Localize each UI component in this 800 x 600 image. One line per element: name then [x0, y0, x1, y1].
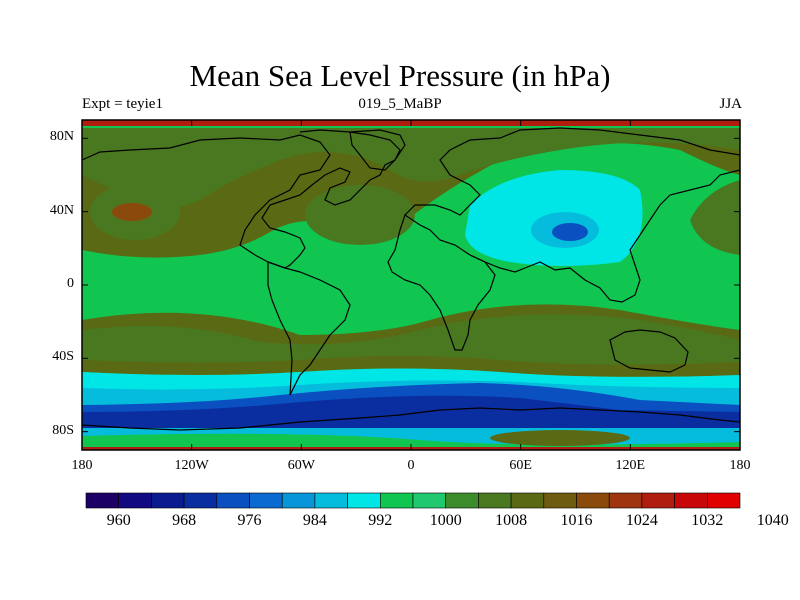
colorbar-swatch: [706, 492, 741, 509]
experiment-label: Expt = teyie1: [82, 96, 163, 112]
colorbar-label: 984: [302, 512, 327, 529]
colorbar-swatch: [445, 492, 479, 509]
colorbar-label: 1032: [691, 512, 724, 529]
colorbar-label: 1008: [495, 512, 528, 529]
colorbar-swatch: [85, 492, 120, 509]
x-tick-label: 60E: [509, 458, 532, 473]
colorbar-swatch: [576, 492, 610, 509]
colorbar-label: 1000: [429, 512, 462, 529]
colorbar-swatch: [347, 492, 381, 509]
colorbar-swatch: [183, 492, 218, 509]
colorbar-swatch: [379, 492, 414, 509]
colorbar-swatch: [608, 492, 643, 509]
x-tick-label: 120E: [615, 458, 646, 473]
y-tick-label: 40S: [52, 349, 74, 365]
colorbar-label: 960: [106, 512, 131, 529]
colorbar-swatch: [510, 492, 545, 509]
period-label: 019_5_MaBP: [358, 96, 442, 112]
season-label: JJA: [719, 96, 742, 112]
colorbar-swatch: [281, 492, 316, 509]
colorbar-swatch: [478, 492, 512, 509]
y-tick-label: 0: [67, 276, 74, 291]
x-tick-label: 180: [729, 458, 751, 473]
axis-ticks: [81, 120, 741, 450]
colorbar-label: 992: [368, 512, 393, 529]
colorbar-label: 1040: [756, 512, 789, 529]
y-tick-label: 80S: [52, 422, 74, 438]
colorbar: [85, 492, 741, 509]
pressure-field: [82, 120, 740, 450]
colorbar-swatch: [151, 492, 185, 509]
continent-outlines: [82, 127, 740, 431]
colorbar-label: 1016: [560, 512, 593, 529]
colorbar-swatch: [249, 492, 283, 509]
colorbar-label: 1024: [625, 512, 658, 529]
x-tick-label: 60W: [287, 458, 315, 473]
x-tick-label: 180: [71, 458, 93, 473]
colorbar-label: 968: [172, 512, 197, 529]
y-tick-label: 40N: [49, 202, 74, 218]
colorbar-label: 976: [237, 512, 262, 529]
x-tick-label: 120W: [174, 458, 209, 473]
y-tick-label: 80N: [49, 129, 74, 145]
colorbar-swatch: [543, 492, 577, 509]
colorbar-swatch: [412, 492, 447, 509]
colorbar-swatch: [314, 492, 348, 509]
map-title: Mean Sea Level Pressure (in hPa): [189, 58, 611, 93]
colorbar-swatch: [118, 492, 152, 509]
colorbar-swatch: [216, 492, 250, 509]
colorbar-swatch: [641, 492, 675, 509]
colorbar-swatch: [674, 492, 708, 509]
x-tick-label: 0: [407, 458, 415, 473]
